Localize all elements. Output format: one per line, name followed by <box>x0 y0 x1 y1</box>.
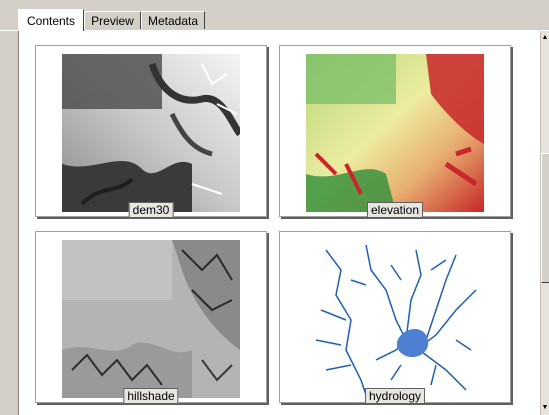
scrollbar-thumb[interactable] <box>541 153 549 283</box>
contents-panel[interactable]: dem30 elevation <box>18 31 540 415</box>
scroll-down-icon[interactable]: ▼ <box>541 404 549 411</box>
thumbnail-hydrology[interactable]: hydrology <box>279 231 511 404</box>
hydrology-image <box>306 240 484 398</box>
tab-bar: Contents Preview Metadata <box>0 0 549 31</box>
elevation-image <box>306 54 484 212</box>
thumbnail-label: hydrology <box>364 388 426 404</box>
thumbnail-label: dem30 <box>128 202 174 218</box>
tab-preview[interactable]: Preview <box>84 11 141 29</box>
thumbnail-label: hillshade <box>123 388 179 404</box>
vertical-scrollbar[interactable]: ▲ ▼ <box>540 31 549 415</box>
hillshade-image <box>62 240 240 398</box>
scroll-up-icon[interactable]: ▲ <box>541 34 549 41</box>
tab-metadata[interactable]: Metadata <box>141 11 205 29</box>
thumbnail-dem30[interactable]: dem30 <box>35 45 267 218</box>
thumbnail-elevation[interactable]: elevation <box>279 45 511 218</box>
thumbnail-label: elevation <box>366 202 424 218</box>
thumbnail-hillshade[interactable]: hillshade <box>35 231 267 404</box>
tab-contents[interactable]: Contents <box>18 9 84 31</box>
tab-divider <box>0 30 549 31</box>
dem30-image <box>62 54 240 212</box>
